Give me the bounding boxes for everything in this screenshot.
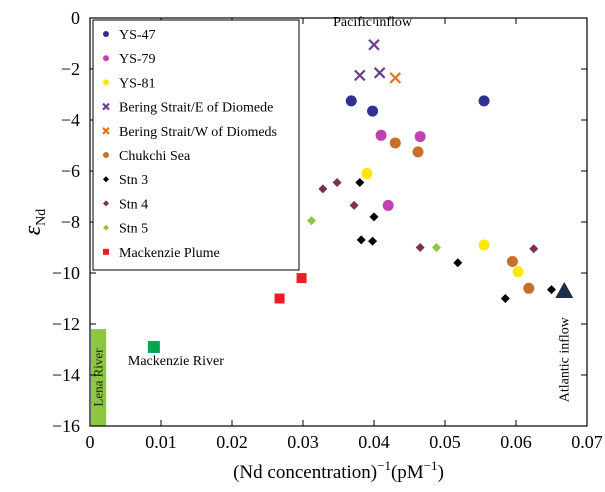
lena-river-band [91,329,107,426]
x-title-sup: −1 [377,458,391,473]
point-ys-79 [375,129,387,141]
legend-box [92,19,300,271]
y-tick-label: −4 [61,110,80,130]
point-ys-47 [345,95,357,107]
lena-river-label: Lena River [91,348,106,407]
x-tick-label: 0.04 [358,432,390,452]
legend-marker-bering-strait-e-of-diomede [102,102,110,111]
point-bering-strait-e-of-diomede [368,38,380,51]
x-tick-label: 0.03 [287,432,319,452]
point-stn-5 [307,216,317,226]
y-tick-label: −2 [61,59,80,79]
legend-marker-ys-79 [103,55,109,62]
point-stn-3 [369,212,379,222]
y-tick-label: −16 [52,416,80,436]
x-title-unit-sup: −1 [424,458,438,473]
point-stn-3 [547,285,556,295]
x-tick-label: 0.02 [216,432,248,452]
data-marks [147,38,574,353]
legend-marker-stn-3 [103,176,109,183]
y-tick-label: −10 [52,263,80,283]
x-tick-label: 0.07 [571,432,603,452]
point-stn-4 [349,200,359,210]
legend-marker-ys-81 [103,79,109,86]
legend-marker-ys-47 [103,31,109,37]
point-ys-81 [361,168,373,180]
legend-marker-stn-5 [103,224,109,231]
point-ys-47 [478,95,490,107]
point-stn-3 [453,258,463,268]
x-axis-title: (Nd concentration)−1(pM−1) [233,458,444,483]
x-tick-label: 0.06 [500,432,532,452]
point-ys-79 [382,199,394,211]
legend-label-stn-5: Stn 5 [119,222,148,237]
x-tick-label: 0.01 [145,432,177,452]
y-title-main: ε [20,225,46,235]
y-tick-label: −8 [61,212,80,232]
legend-marker-mackenzie-plume [103,248,109,255]
legend-label-ys-47: YS-47 [119,28,156,43]
point-ys-81 [512,266,524,278]
point-stn-4 [332,177,342,187]
legend-label-ys-79: YS-79 [119,52,156,67]
point-ys-47 [367,105,379,117]
y-tick-label: 0 [71,8,80,28]
legend-label-chukchi-sea: Chukchi Sea [119,149,191,164]
point-mackenzie-plume [274,293,285,304]
y-title-sub: Nd [34,209,49,226]
legend-marker-bering-strait-w-of-diomeds [102,127,110,135]
point-stn-4 [529,244,539,254]
x-tick-label: 0 [86,432,95,452]
y-tick-label: −14 [52,365,80,385]
y-tick-label: −6 [61,161,80,181]
pacific-inflow-annotation: Pacific inflow [333,15,413,30]
point-bering-strait-e-of-diomede [373,67,386,79]
x-title-close: ) [438,462,444,483]
point-mackenzie-river [147,340,160,353]
legend-marker-stn-4 [103,200,109,207]
point-ys-79 [414,131,426,143]
y-tick-label: −12 [52,314,80,334]
x-tick-label: 0.05 [429,432,461,452]
legend-label-mackenzie-plume: Mackenzie Plume [119,246,220,261]
legend-label-bering-strait-w-of-diomeds: Bering Strait/W of Diomeds [119,125,277,140]
legend-marker-chukchi-sea [103,152,109,158]
legend-label-stn-4: Stn 4 [119,197,148,212]
point-bering-strait-w-of-diomeds [389,72,402,84]
x-title-main: (Nd concentration) [233,462,377,483]
axis-ticks: 0 0.01 0.02 0.03 0.04 0.05 0.06 0.07 0 −2 −4 −6 −8 −1… [52,8,603,452]
point-stn-3 [368,236,378,246]
point-mackenzie-plume [296,273,307,284]
point-chukchi-sea [412,146,424,158]
point-stn-3 [356,235,366,245]
point-stn-4 [318,184,328,194]
atlantic-inflow-annotation: Atlantic inflow [557,316,572,402]
x-title-unit: (pM [391,462,424,483]
legend-label-stn-3: Stn 3 [119,173,148,188]
point-chukchi-sea [506,256,518,268]
point-stn-3 [500,294,510,303]
point-bering-strait-e-of-diomede [354,69,366,82]
point-chukchi-sea [389,137,401,149]
legend: YS-47 YS-79 YS-81 Bering Strait/E of Diomed… [92,19,300,271]
point-stn-5 [431,243,441,252]
point-atlantic-inflow [555,281,574,299]
point-stn-3 [355,177,365,187]
mackenzie-river-annotation: Mackenzie River [128,354,224,369]
legend-label-bering-strait-e-of-diomede: Bering Strait/E of Diomede [119,101,273,116]
point-stn-4 [415,243,425,252]
point-ys-81 [478,239,490,251]
y-axis-title: εNd [20,209,49,236]
point-chukchi-sea [523,282,535,294]
legend-label-ys-81: YS-81 [119,76,156,91]
